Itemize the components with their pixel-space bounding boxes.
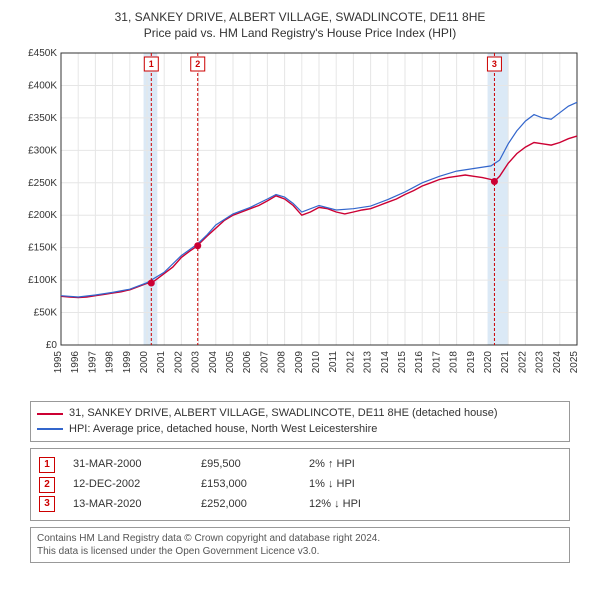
svg-text:2003: 2003 bbox=[191, 351, 202, 374]
title-line-2: Price paid vs. HM Land Registry's House … bbox=[14, 26, 586, 42]
svg-text:1995: 1995 bbox=[53, 351, 64, 374]
svg-text:1997: 1997 bbox=[87, 351, 98, 374]
svg-text:2011: 2011 bbox=[328, 351, 339, 373]
svg-text:2022: 2022 bbox=[517, 351, 528, 374]
svg-text:2019: 2019 bbox=[466, 351, 477, 374]
legend-item-hpi: HPI: Average price, detached house, Nort… bbox=[37, 422, 563, 437]
svg-text:2004: 2004 bbox=[208, 351, 219, 374]
footer-line-1: Contains HM Land Registry data © Crown c… bbox=[37, 532, 563, 545]
svg-text:1996: 1996 bbox=[70, 351, 81, 374]
svg-text:3: 3 bbox=[492, 59, 497, 69]
svg-text:2006: 2006 bbox=[242, 351, 253, 374]
svg-text:2000: 2000 bbox=[139, 351, 150, 374]
svg-text:2015: 2015 bbox=[397, 351, 408, 374]
legend: 31, SANKEY DRIVE, ALBERT VILLAGE, SWADLI… bbox=[30, 401, 570, 442]
svg-text:2: 2 bbox=[195, 59, 200, 69]
svg-text:2007: 2007 bbox=[259, 351, 270, 374]
legend-item-property: 31, SANKEY DRIVE, ALBERT VILLAGE, SWADLI… bbox=[37, 406, 563, 421]
transaction-row: 3 13-MAR-2020 £252,000 12% ↓ HPI bbox=[39, 495, 561, 515]
transaction-price: £153,000 bbox=[201, 475, 291, 495]
title-line-1: 31, SANKEY DRIVE, ALBERT VILLAGE, SWADLI… bbox=[14, 10, 586, 26]
svg-text:£350K: £350K bbox=[28, 113, 57, 124]
svg-text:2002: 2002 bbox=[173, 351, 184, 374]
svg-text:2017: 2017 bbox=[431, 351, 442, 374]
svg-text:£0: £0 bbox=[46, 340, 58, 351]
attribution-footer: Contains HM Land Registry data © Crown c… bbox=[30, 527, 570, 563]
transaction-delta: 1% ↓ HPI bbox=[309, 475, 419, 495]
svg-text:2021: 2021 bbox=[500, 351, 511, 374]
svg-text:£250K: £250K bbox=[28, 178, 57, 189]
transaction-row: 1 31-MAR-2000 £95,500 2% ↑ HPI bbox=[39, 455, 561, 475]
svg-text:2018: 2018 bbox=[449, 351, 460, 374]
legend-label: 31, SANKEY DRIVE, ALBERT VILLAGE, SWADLI… bbox=[69, 406, 498, 421]
svg-text:£50K: £50K bbox=[34, 308, 58, 319]
svg-text:2010: 2010 bbox=[311, 351, 322, 374]
svg-text:2012: 2012 bbox=[345, 351, 356, 374]
svg-text:2023: 2023 bbox=[535, 351, 546, 374]
svg-text:2005: 2005 bbox=[225, 351, 236, 374]
legend-swatch bbox=[37, 428, 63, 430]
transaction-delta: 2% ↑ HPI bbox=[309, 455, 419, 475]
svg-text:1998: 1998 bbox=[105, 351, 116, 374]
svg-text:£200K: £200K bbox=[28, 210, 57, 221]
transactions-table: 1 31-MAR-2000 £95,500 2% ↑ HPI 2 12-DEC-… bbox=[30, 448, 570, 521]
svg-text:2016: 2016 bbox=[414, 351, 425, 374]
svg-text:1999: 1999 bbox=[122, 351, 133, 374]
svg-text:£400K: £400K bbox=[28, 81, 57, 92]
svg-text:2020: 2020 bbox=[483, 351, 494, 374]
svg-text:£100K: £100K bbox=[28, 275, 57, 286]
legend-swatch bbox=[37, 413, 63, 415]
transaction-price: £95,500 bbox=[201, 455, 291, 475]
chart-title-block: 31, SANKEY DRIVE, ALBERT VILLAGE, SWADLI… bbox=[14, 10, 586, 41]
svg-text:2014: 2014 bbox=[380, 351, 391, 374]
transaction-price: £252,000 bbox=[201, 495, 291, 515]
svg-text:2013: 2013 bbox=[363, 351, 374, 374]
svg-text:2001: 2001 bbox=[156, 351, 167, 374]
svg-text:£450K: £450K bbox=[28, 48, 57, 59]
transaction-marker-icon: 2 bbox=[39, 477, 55, 493]
svg-text:1: 1 bbox=[149, 59, 154, 69]
price-chart: £0 £50K £100K £150K £200K £250K £300K £350K £400… bbox=[15, 45, 585, 395]
transaction-marker-icon: 3 bbox=[39, 496, 55, 512]
transaction-delta: 12% ↓ HPI bbox=[309, 495, 419, 515]
footer-line-2: This data is licensed under the Open Gov… bbox=[37, 545, 563, 558]
svg-text:£150K: £150K bbox=[28, 243, 57, 254]
transaction-date: 13-MAR-2020 bbox=[73, 495, 183, 515]
svg-text:2025: 2025 bbox=[569, 351, 580, 374]
transaction-date: 12-DEC-2002 bbox=[73, 475, 183, 495]
svg-text:2024: 2024 bbox=[552, 351, 563, 374]
svg-text:£300K: £300K bbox=[28, 146, 57, 157]
svg-text:2009: 2009 bbox=[294, 351, 305, 374]
legend-label: HPI: Average price, detached house, Nort… bbox=[69, 422, 377, 437]
transaction-marker-icon: 1 bbox=[39, 457, 55, 473]
transaction-date: 31-MAR-2000 bbox=[73, 455, 183, 475]
transaction-row: 2 12-DEC-2002 £153,000 1% ↓ HPI bbox=[39, 475, 561, 495]
svg-text:2008: 2008 bbox=[277, 351, 288, 374]
